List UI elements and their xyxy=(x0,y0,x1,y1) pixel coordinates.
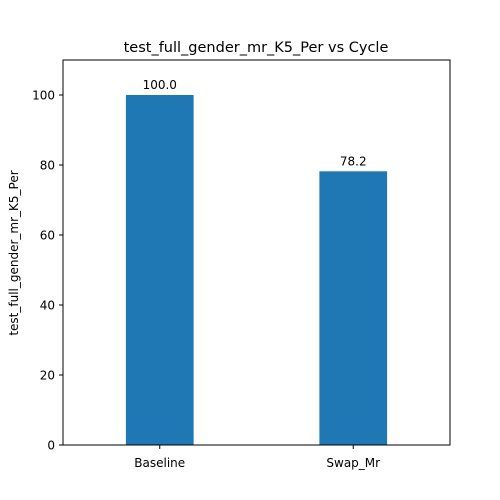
axes-frame xyxy=(62,59,451,446)
chart-title: test_full_gender_mr_K5_Per vs Cycle xyxy=(124,40,389,56)
bar-baseline xyxy=(125,95,194,445)
y-tick-label: 40 xyxy=(40,299,55,313)
x-tick-label: Baseline xyxy=(134,456,185,470)
y-tick-label: 0 xyxy=(47,439,55,453)
data-label: 78.2 xyxy=(340,154,367,168)
plot-area: 0 20 40 60 80 100 Baseline 100.0 Swap_Mr 78.2 xyxy=(32,78,388,470)
y-tick-label: 60 xyxy=(40,229,55,243)
bar-swap_mr xyxy=(319,171,388,446)
data-label: 100.0 xyxy=(143,78,177,92)
y-tick-label: 80 xyxy=(40,159,55,173)
x-tick-label: Swap_Mr xyxy=(326,456,380,470)
y-tick-label: 20 xyxy=(40,369,55,383)
y-axis-label: test_full_gender_mr_K5_Per xyxy=(7,170,21,335)
y-tick-label: 100 xyxy=(32,89,55,103)
